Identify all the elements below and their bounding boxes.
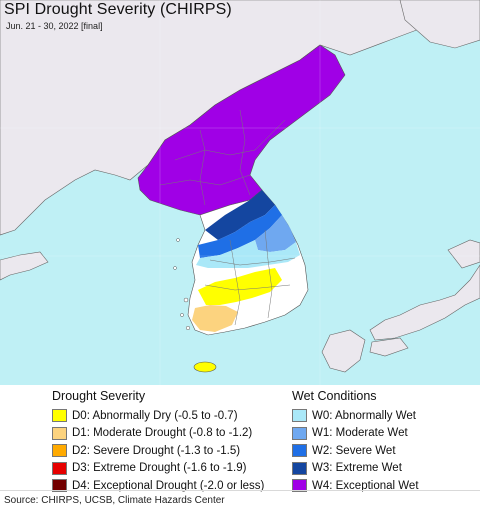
legend-item-d2: D2: Severe Drought (-1.3 to -1.5) xyxy=(52,442,292,460)
shandong-land xyxy=(0,251,49,281)
coastal-islands xyxy=(173,238,191,331)
jeju-island xyxy=(193,361,217,373)
legend-label-w0: W0: Abnormally Wet xyxy=(312,409,416,422)
wet-legend: Wet Conditions W0: Abnormally Wet W1: Mo… xyxy=(292,385,480,493)
japan-shikoku xyxy=(369,337,409,357)
legend-item-d1: D1: Moderate Drought (-0.8 to -1.2) xyxy=(52,425,292,443)
legend-label-w4: W4: Exceptional Wet xyxy=(312,479,419,492)
legend-label-d2: D2: Severe Drought (-1.3 to -1.5) xyxy=(72,444,241,457)
legend-item-w2: W2: Severe Wet xyxy=(292,442,480,460)
legend-item-w4: W4: Exceptional Wet xyxy=(292,477,480,495)
map-title: SPI Drought Severity (CHIRPS) xyxy=(4,1,232,18)
japan-hokkaido-edge xyxy=(447,239,480,269)
legend-item-w3: W3: Extreme Wet xyxy=(292,460,480,478)
legend-label-d1: D1: Moderate Drought (-0.8 to -1.2) xyxy=(72,427,253,440)
north-korea-region xyxy=(137,44,346,216)
legend-item-w1: W1: Moderate Wet xyxy=(292,425,480,443)
graticule xyxy=(0,0,480,385)
footer-divider xyxy=(0,490,480,491)
swatch-d2 xyxy=(52,444,67,458)
drought-legend: Drought Severity D0: Abnormally Dry (-0.… xyxy=(52,385,292,493)
russia-land xyxy=(399,0,480,49)
w2-zone xyxy=(198,205,282,258)
swatch-w1 xyxy=(292,426,307,440)
swatch-d4 xyxy=(52,479,67,493)
legend-item-d0: D0: Abnormally Dry (-0.5 to -0.7) xyxy=(52,407,292,425)
w0-zone xyxy=(196,240,300,268)
japan-honshu xyxy=(369,264,480,341)
swatch-d1 xyxy=(52,426,67,440)
d0-zone xyxy=(198,268,282,305)
swatch-w4 xyxy=(292,479,307,493)
map-subtitle: Jun. 21 - 30, 2022 [final] xyxy=(6,21,103,31)
legend-item-d3: D3: Extreme Drought (-1.6 to -1.9) xyxy=(52,460,292,478)
swatch-w0 xyxy=(292,409,307,423)
drought-map xyxy=(0,0,480,385)
d1-zone xyxy=(192,305,238,332)
source-credit: Source: CHIRPS, UCSB, Climate Hazards Ce… xyxy=(4,495,225,506)
legend-label-w2: W2: Severe Wet xyxy=(312,444,396,457)
legend-label-d4: D4: Exceptional Drought (-2.0 or less) xyxy=(72,479,265,492)
legend-item-w0: W0: Abnormally Wet xyxy=(292,407,480,425)
japan-kyushu xyxy=(321,329,366,373)
w3-band xyxy=(205,190,275,240)
wet-legend-heading: Wet Conditions xyxy=(292,389,377,403)
drought-legend-heading: Drought Severity xyxy=(52,389,146,403)
province-boundaries xyxy=(159,109,296,326)
legend-label-d0: D0: Abnormally Dry (-0.5 to -0.7) xyxy=(72,409,238,422)
legend-item-d4: D4: Exceptional Drought (-2.0 or less) xyxy=(52,477,292,495)
w1-zone xyxy=(255,215,296,252)
legend-label-w1: W1: Moderate Wet xyxy=(312,427,408,440)
swatch-d0 xyxy=(52,409,67,423)
swatch-w3 xyxy=(292,461,307,475)
legend-label-w3: W3: Extreme Wet xyxy=(312,462,402,475)
swatch-d3 xyxy=(52,461,67,475)
swatch-w2 xyxy=(292,444,307,458)
legend-label-d3: D3: Extreme Drought (-1.6 to -1.9) xyxy=(72,462,247,475)
